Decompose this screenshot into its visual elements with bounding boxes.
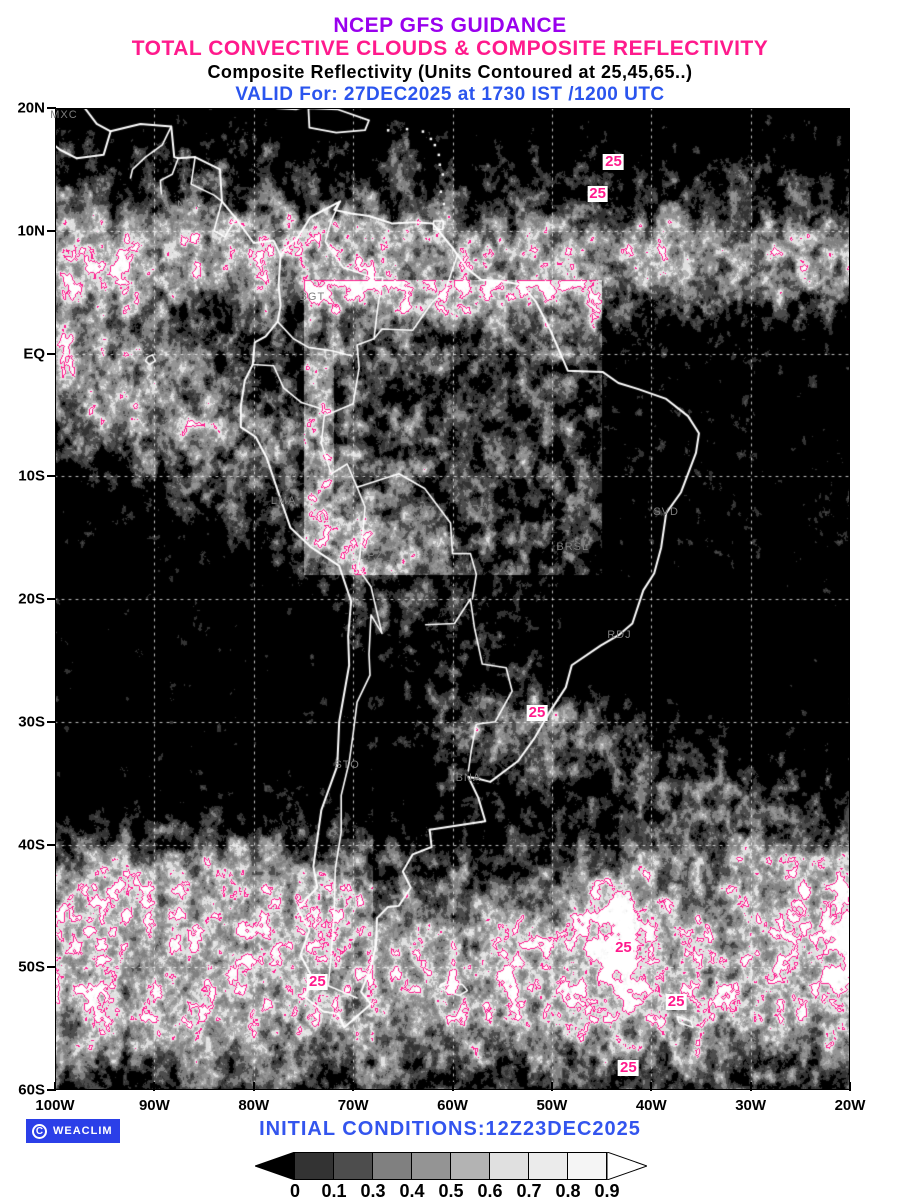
lat-tick-mark [47,352,56,355]
colorbar-right-cap [606,1151,649,1181]
colorbar-cell-3 [412,1152,451,1180]
colorbar-cell-6 [529,1152,568,1180]
lon-tick-mark [451,1082,454,1091]
lon-tick-label-90W: 90W [138,1097,170,1114]
latitude-axis: 20N 10N EQ 10S 20S 30S 40S 50S 60S [0,100,56,1099]
city-label-mxc: MXC [50,109,78,122]
lon-tick-mark [153,1082,156,1091]
city-label-sto: STO [334,758,360,771]
lat-tick-mark [47,720,56,723]
colorbar-left-cap [253,1151,296,1181]
city-label-lpz: LPZ [360,550,384,563]
lon-tick-label-20W: 20W [834,1097,866,1114]
colorbar-tick-0.9: 0.9 [594,1181,620,1201]
title-line-agency: NCEP GFS GUIDANCE [333,14,567,37]
lat-tick-mark [47,107,56,109]
colorbar-cell-7 [568,1152,607,1180]
city-label-rdj: RDJ [607,628,632,641]
title-line-units: Composite Reflectivity (Units Contoured … [207,62,693,82]
colorbar-cell-4 [451,1152,490,1180]
colorbar-tick-0.6: 0.6 [477,1181,503,1201]
longitude-axis: 100W 90W 80W 70W 60W 50W 40W 30W 20W [35,1082,865,1120]
lon-tick-mark [550,1082,553,1091]
lon-tick-mark [54,1082,56,1091]
lat-tick-mark [47,598,56,600]
contour-label-4: 25 [613,938,634,956]
lon-tick-label-70W: 70W [337,1097,369,1114]
title-block: NCEP GFS GUIDANCE TOTAL CONVECTIVE CLOUD… [0,0,900,106]
lat-tick-label-50S: 50S [18,958,45,976]
copyright-icon: C [32,1123,47,1139]
colorbar-tick-0: 0 [289,1181,301,1201]
lat-tick-label-10N: 10N [17,222,45,240]
colorbar-tick-0.8: 0.8 [555,1181,581,1201]
lon-tick-label-30W: 30W [735,1097,767,1114]
colorbar-tick-0.3: 0.3 [360,1181,386,1201]
lon-tick-label-60W: 60W [437,1097,468,1114]
contour-label-6: 25 [618,1058,639,1076]
lon-tick-label-40W: 40W [635,1097,667,1114]
lat-tick-label-20S: 20S [18,590,45,608]
map-raster-canvas [55,108,850,1090]
contour-label-1: 25 [587,184,608,202]
lon-tick-mark [849,1082,851,1091]
city-label-brsl: BRSL [556,541,590,554]
colorbar-tick-0.7: 0.7 [516,1181,542,1201]
title-line-valid-time: VALID For: 27DEC2025 at 1730 IST /1200 U… [235,84,665,105]
lon-tick-label-80W: 80W [238,1097,270,1114]
city-label-nog: NOG [177,198,206,211]
city-label-lma: LMA [270,494,297,507]
lat-tick-mark [47,843,56,846]
lat-tick-label-30S: 30S [18,713,45,731]
lon-tick-mark [252,1082,255,1091]
colorbar-tick-0.5: 0.5 [438,1181,464,1201]
colorbar-cells [253,1151,649,1181]
weather-map[interactable]: MXC NOG BGT LMA LPZ BRSL RDJ SVD STO BNA 25 25 25 25 2… [50,108,850,1090]
lon-tick-label-100W: 100W [35,1097,75,1114]
colorbar-cell-5 [490,1152,529,1180]
lat-tick-label-EQ: EQ [23,345,45,362]
lat-tick-label-10S: 10S [18,467,45,485]
colorbar: 0 0.1 0.3 0.4 0.5 0.6 0.7 0.8 0.9 [253,1151,665,1201]
colorbar-tick-0.4: 0.4 [399,1181,425,1201]
lat-tick-label-60S: 60S [18,1081,45,1099]
contour-label-0: 25 [603,153,624,170]
lat-tick-mark [47,966,56,969]
colorbar-cell-0 [295,1152,334,1180]
lon-tick-mark [352,1082,355,1091]
lat-tick-mark [47,475,56,478]
contour-label-2: 25 [526,704,548,722]
city-label-svd: SVD [653,505,679,518]
city-label-bgt: BGT [299,291,326,304]
lat-tick-mark [47,1089,56,1091]
colorbar-tick-labels: 0 0.1 0.3 0.4 0.5 0.6 0.7 0.8 0.9 [255,1180,665,1201]
contour-label-3: 25 [307,972,328,990]
weaclim-label: WEACLIM [53,1125,113,1137]
title-line-product: TOTAL CONVECTIVE CLOUDS & COMPOSITE REFL… [131,37,769,60]
city-label-bna: BNA [455,772,482,785]
colorbar-cell-2 [373,1152,412,1180]
lat-tick-label-40S: 40S [18,836,45,853]
lon-tick-label-50W: 50W [536,1097,568,1114]
colorbar-tick-0.1: 0.1 [321,1181,347,1201]
lat-tick-label-20N: 20N [17,99,45,117]
lon-tick-mark [650,1082,653,1091]
initial-conditions-text: INITIAL CONDITIONS:12Z23DEC2025 [259,1118,641,1140]
lon-tick-mark [749,1082,752,1091]
contour-label-5: 25 [665,992,687,1010]
weaclim-logo: C WEACLIM [26,1119,120,1143]
lat-tick-mark [47,229,56,232]
colorbar-cell-1 [334,1152,373,1180]
